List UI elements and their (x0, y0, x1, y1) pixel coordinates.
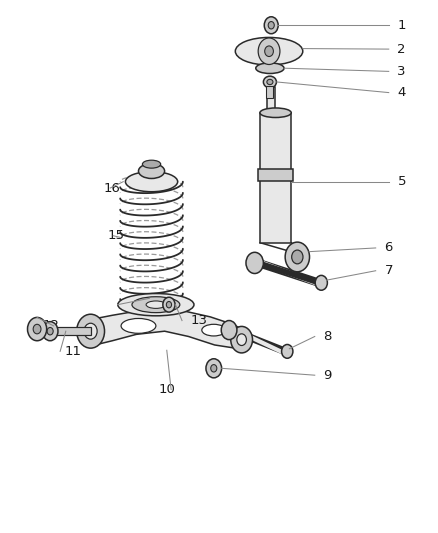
Text: 13: 13 (191, 314, 208, 327)
Circle shape (47, 327, 53, 335)
Circle shape (28, 317, 47, 341)
Ellipse shape (235, 37, 303, 65)
Ellipse shape (267, 79, 273, 85)
Circle shape (77, 314, 105, 348)
Circle shape (166, 302, 172, 308)
Text: 14: 14 (145, 292, 162, 305)
Circle shape (231, 326, 253, 353)
Circle shape (315, 276, 327, 290)
Circle shape (221, 320, 237, 340)
Circle shape (285, 242, 310, 272)
Circle shape (268, 21, 274, 29)
Circle shape (264, 17, 278, 34)
Bar (267, 87, 275, 113)
Text: 2: 2 (397, 43, 406, 55)
Circle shape (258, 38, 280, 64)
Circle shape (282, 344, 293, 358)
Circle shape (84, 323, 97, 339)
Text: 12: 12 (43, 319, 60, 333)
Text: 8: 8 (323, 330, 332, 343)
Ellipse shape (202, 324, 226, 336)
Text: 16: 16 (104, 182, 120, 195)
Text: 4: 4 (397, 86, 406, 99)
Ellipse shape (118, 294, 194, 316)
Circle shape (237, 334, 247, 345)
Text: 7: 7 (385, 264, 393, 277)
Ellipse shape (138, 164, 165, 179)
Polygon shape (86, 309, 249, 349)
Text: 9: 9 (323, 369, 332, 382)
Circle shape (33, 324, 41, 334)
Text: 1: 1 (397, 19, 406, 32)
Circle shape (42, 321, 58, 341)
Text: 11: 11 (64, 345, 81, 358)
Bar (258, 169, 293, 181)
Bar (260, 113, 291, 243)
Circle shape (211, 365, 217, 372)
Circle shape (246, 252, 263, 273)
Ellipse shape (146, 301, 166, 309)
Text: 5: 5 (397, 175, 406, 188)
Text: 6: 6 (385, 241, 393, 254)
Ellipse shape (263, 76, 276, 88)
Circle shape (292, 250, 303, 264)
Ellipse shape (125, 172, 178, 192)
Ellipse shape (132, 297, 180, 313)
Text: 15: 15 (108, 229, 125, 242)
Circle shape (206, 359, 222, 378)
Circle shape (265, 46, 273, 56)
Ellipse shape (260, 108, 291, 117)
Bar (51, 327, 91, 335)
Text: 3: 3 (397, 65, 406, 78)
Bar (266, 86, 273, 98)
Ellipse shape (121, 318, 156, 333)
Ellipse shape (142, 160, 161, 168)
Text: 10: 10 (158, 383, 175, 396)
Ellipse shape (256, 63, 284, 74)
Circle shape (163, 297, 175, 312)
